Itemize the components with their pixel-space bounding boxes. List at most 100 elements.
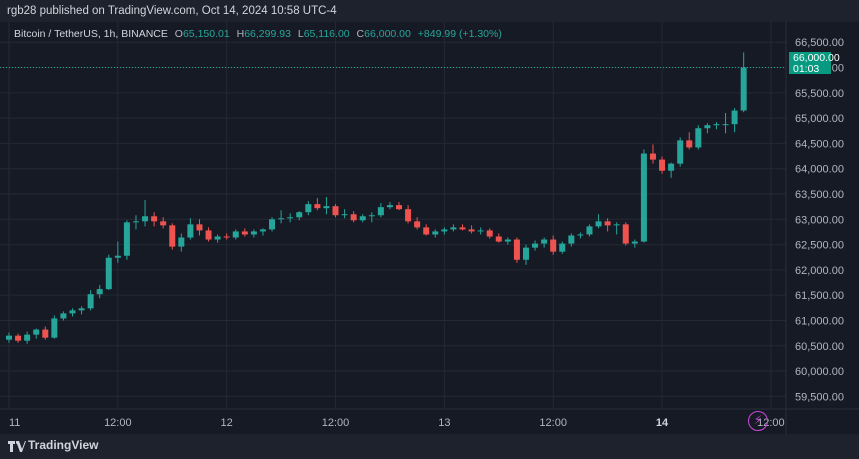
candle	[214, 236, 221, 240]
footer-brand[interactable]: TradingView	[28, 438, 99, 452]
candle	[640, 153, 647, 242]
candle	[414, 221, 421, 228]
candle	[504, 239, 511, 242]
legend-high-value: 66,299.93	[244, 28, 291, 40]
y-tick-label: 60,000.00	[795, 366, 844, 378]
candle	[241, 231, 248, 235]
candle	[24, 334, 31, 341]
candle	[305, 204, 312, 213]
legend-low-value: 65,116.00	[303, 28, 350, 40]
candle	[486, 230, 493, 237]
candlestick-chart[interactable]: 59,500.00 60,000.00 60,500.00 61,000.00 61,5…	[0, 22, 859, 434]
candle	[377, 207, 384, 216]
candle	[250, 231, 257, 235]
candle	[269, 219, 276, 230]
candle	[613, 224, 620, 226]
candle	[15, 335, 22, 341]
candle	[704, 125, 711, 129]
footer-bar	[0, 434, 859, 459]
y-tick-label: 64,000.00	[795, 164, 844, 176]
candle	[695, 128, 702, 148]
y-tick-label: 66,500.00	[795, 37, 844, 49]
y-tick-label: 65,000.00	[795, 113, 844, 125]
lightning-bolt-icon[interactable]: ⚡	[748, 411, 768, 431]
candle	[332, 206, 339, 216]
candle	[405, 209, 412, 222]
candle	[51, 318, 58, 338]
candle	[287, 217, 294, 219]
candle	[568, 235, 575, 244]
candle	[396, 205, 403, 210]
candle	[513, 239, 520, 260]
candle	[6, 335, 12, 340]
y-tick-label: 61,000.00	[795, 315, 844, 327]
x-tick-label: 11	[9, 417, 20, 429]
candle	[314, 204, 321, 209]
bar-countdown: 01:03	[793, 63, 820, 75]
candle	[586, 226, 593, 235]
chart-panel[interactable]: 59,500.00 60,000.00 60,500.00 61,000.00 61,5…	[0, 22, 859, 434]
candle	[223, 236, 230, 238]
candle	[232, 231, 239, 238]
y-tick-label: 62,000.00	[795, 265, 844, 277]
candle	[114, 255, 121, 258]
x-tick-label: 12	[221, 417, 233, 429]
candle	[368, 215, 375, 217]
candle	[668, 163, 675, 171]
header-bar: rgb28 published on TradingView.com, Oct …	[0, 0, 859, 22]
candle	[78, 308, 85, 311]
candle	[151, 216, 158, 222]
candle	[386, 205, 393, 208]
candle	[160, 221, 167, 226]
x-tick-label: 12:00	[539, 417, 567, 429]
candle	[96, 289, 103, 295]
legend-open-label: O	[174, 28, 183, 40]
candle	[278, 218, 285, 220]
legend-low-label: L	[297, 28, 304, 40]
candle	[550, 239, 557, 252]
candle	[649, 153, 656, 160]
candle	[595, 221, 602, 227]
candle	[622, 224, 629, 244]
candle	[259, 229, 266, 232]
candle	[731, 110, 738, 125]
candle	[69, 310, 76, 314]
candle	[350, 214, 357, 221]
candle	[450, 227, 457, 230]
y-tick-label: 64,500.00	[795, 138, 844, 150]
candle	[659, 159, 666, 171]
candle	[522, 247, 529, 260]
candle	[123, 222, 130, 256]
legend-open-value: 65,150.01	[182, 28, 230, 40]
candle	[60, 313, 67, 319]
candle	[196, 224, 203, 231]
x-tick-label: 14	[656, 417, 669, 429]
candle	[187, 224, 194, 238]
candle	[323, 206, 330, 209]
legend-close-value: 66,000.00	[364, 28, 411, 40]
y-tick-label: 61,500.00	[795, 290, 844, 302]
candle	[577, 234, 584, 236]
y-tick-label: 63,000.00	[795, 214, 844, 226]
candle	[477, 230, 484, 232]
candle	[142, 216, 149, 222]
candle	[713, 124, 720, 126]
last-price-value: 66,000.00	[793, 52, 840, 64]
candle	[686, 140, 693, 148]
candle	[559, 243, 566, 252]
candle	[495, 236, 502, 242]
x-tick-label: 12:00	[104, 417, 132, 429]
candle	[541, 239, 548, 244]
candle	[722, 124, 729, 126]
candle	[42, 329, 49, 338]
candle	[459, 227, 466, 230]
candle	[87, 294, 94, 309]
candle	[432, 231, 439, 235]
candle	[132, 221, 139, 223]
tradingview-logo-icon[interactable]	[8, 441, 26, 452]
candle	[532, 243, 539, 248]
legend-change-value: +849.99 (+1.30%)	[417, 28, 502, 40]
x-tick-label: 13	[438, 417, 450, 429]
candle	[740, 67, 747, 111]
y-tick-label: 60,500.00	[795, 341, 844, 353]
